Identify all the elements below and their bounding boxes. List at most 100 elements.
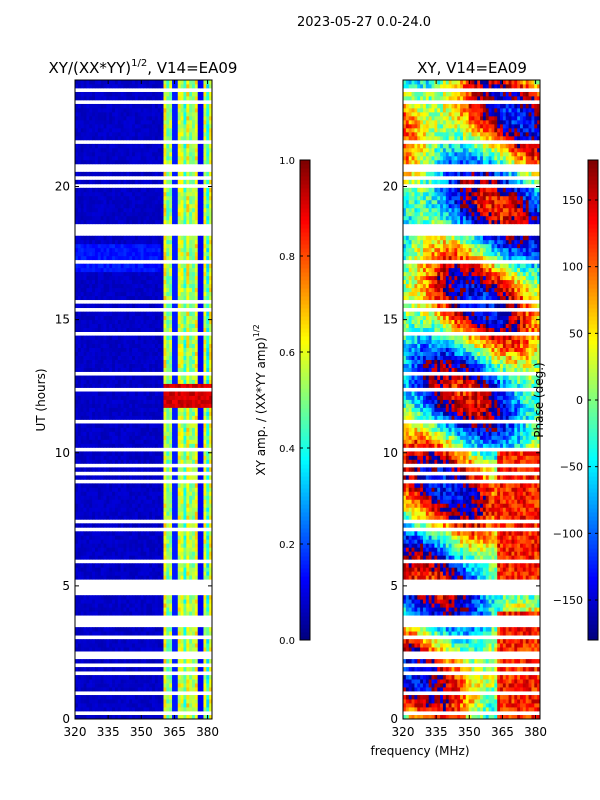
- amplitude-cell: [200, 243, 204, 249]
- amplitude-cell: [129, 699, 133, 704]
- amplitude-cell: [126, 323, 130, 329]
- amplitude-cell: [166, 423, 170, 428]
- amplitude-cell: [166, 367, 170, 372]
- amplitude-cell: [112, 483, 116, 488]
- amplitude-cell: [177, 239, 181, 245]
- amplitude-cell: [192, 191, 196, 197]
- amplitude-cell: [189, 415, 193, 420]
- amplitude-cell: [209, 255, 213, 261]
- amplitude-cell: [117, 291, 122, 297]
- amplitude-cell: [86, 611, 90, 616]
- amplitude-cell: [192, 423, 196, 428]
- amplitude-cell: [152, 535, 156, 540]
- amplitude-cell: [192, 403, 196, 408]
- amplitude-cell: [114, 571, 119, 576]
- amplitude-cell: [143, 243, 147, 249]
- amplitude-cell: [94, 611, 99, 616]
- amplitude-cell: [103, 203, 107, 209]
- amplitude-cell: [86, 699, 90, 704]
- amplitude-cell: [75, 399, 79, 404]
- amplitude-cell: [129, 595, 133, 600]
- amplitude-cell: [77, 647, 82, 652]
- amplitude-cell: [129, 355, 133, 360]
- amplitude-cell: [152, 315, 156, 321]
- amplitude-cell: [83, 599, 87, 604]
- amplitude-cell: [154, 239, 159, 245]
- amplitude-cell: [140, 207, 144, 213]
- amplitude-cell: [157, 363, 162, 368]
- amplitude-cell: [134, 215, 139, 221]
- amplitude-cell: [189, 607, 193, 612]
- amplitude-cell: [149, 699, 153, 704]
- amplitude-cell: [174, 295, 179, 301]
- amplitude-cell: [75, 323, 79, 329]
- amplitude-cell: [80, 291, 84, 297]
- amplitude-cell: [86, 547, 90, 552]
- amplitude-cell: [163, 187, 167, 193]
- amplitude-cell: [174, 375, 179, 380]
- amplitude-cell: [94, 367, 99, 372]
- amplitude-cell: [177, 343, 181, 348]
- amplitude-cell: [112, 547, 116, 552]
- amplitude-cell: [189, 291, 193, 297]
- amplitude-cell: [83, 375, 87, 380]
- amplitude-cell: [169, 703, 173, 708]
- amplitude-cell: [106, 707, 110, 712]
- amplitude-cell: [183, 503, 187, 508]
- amplitude-cell: [146, 211, 150, 217]
- amplitude-cell: [109, 435, 113, 440]
- amplitude-cell: [94, 411, 99, 416]
- amplitude-cell: [177, 327, 181, 332]
- amplitude-cell: [149, 439, 153, 444]
- amplitude-cell: [177, 563, 181, 568]
- amplitude-cell: [152, 627, 156, 632]
- amplitude-cell: [177, 567, 181, 572]
- amplitude-cell: [75, 271, 79, 277]
- amplitude-cell: [123, 503, 127, 508]
- amplitude-cell: [163, 283, 167, 289]
- amplitude-cell: [94, 287, 99, 293]
- amplitude-cell: [103, 511, 107, 516]
- amplitude-cell: [186, 427, 190, 432]
- amplitude-cell: [137, 483, 142, 488]
- amplitude-cell: [134, 411, 139, 416]
- amplitude-cell: [206, 359, 210, 364]
- amplitude-cell: [177, 675, 181, 680]
- amplitude-cell: [149, 367, 153, 372]
- amplitude-cell: [192, 359, 196, 364]
- amplitude-cell: [126, 667, 130, 672]
- amplitude-cell: [109, 439, 113, 444]
- amplitude-cell: [117, 267, 122, 273]
- amplitude-cell: [92, 207, 96, 213]
- amplitude-cell: [132, 255, 136, 261]
- amplitude-cell: [160, 547, 164, 552]
- amplitude-cell: [160, 523, 164, 528]
- amplitude-cell: [137, 647, 142, 652]
- amplitude-cell: [172, 211, 176, 217]
- amplitude-cell: [140, 455, 144, 460]
- amplitude-cell: [203, 315, 207, 321]
- amplitude-cell: [174, 355, 179, 360]
- amplitude-cell: [94, 531, 99, 536]
- amplitude-cell: [146, 355, 150, 360]
- amplitude-cell: [154, 683, 159, 688]
- amplitude-cell: [143, 523, 147, 528]
- amplitude-cell: [123, 571, 127, 576]
- amplitude-cell: [203, 515, 207, 520]
- amplitude-cell: [75, 195, 79, 201]
- amplitude-cell: [129, 391, 133, 396]
- amplitude-cell: [194, 399, 199, 404]
- amplitude-cell: [140, 243, 144, 249]
- amplitude-cell: [120, 335, 124, 340]
- amplitude-cell: [200, 379, 204, 384]
- amplitude-cell: [134, 703, 139, 708]
- amplitude-cell: [194, 403, 199, 408]
- amplitude-cell: [75, 679, 79, 684]
- amplitude-cell: [209, 359, 213, 364]
- amplitude-cell: [112, 339, 116, 344]
- amplitude-cell: [194, 235, 199, 241]
- amplitude-cell: [197, 595, 201, 600]
- amplitude-cell: [166, 171, 170, 177]
- amplitude-cell: [117, 459, 122, 464]
- amplitude-cell: [123, 679, 127, 684]
